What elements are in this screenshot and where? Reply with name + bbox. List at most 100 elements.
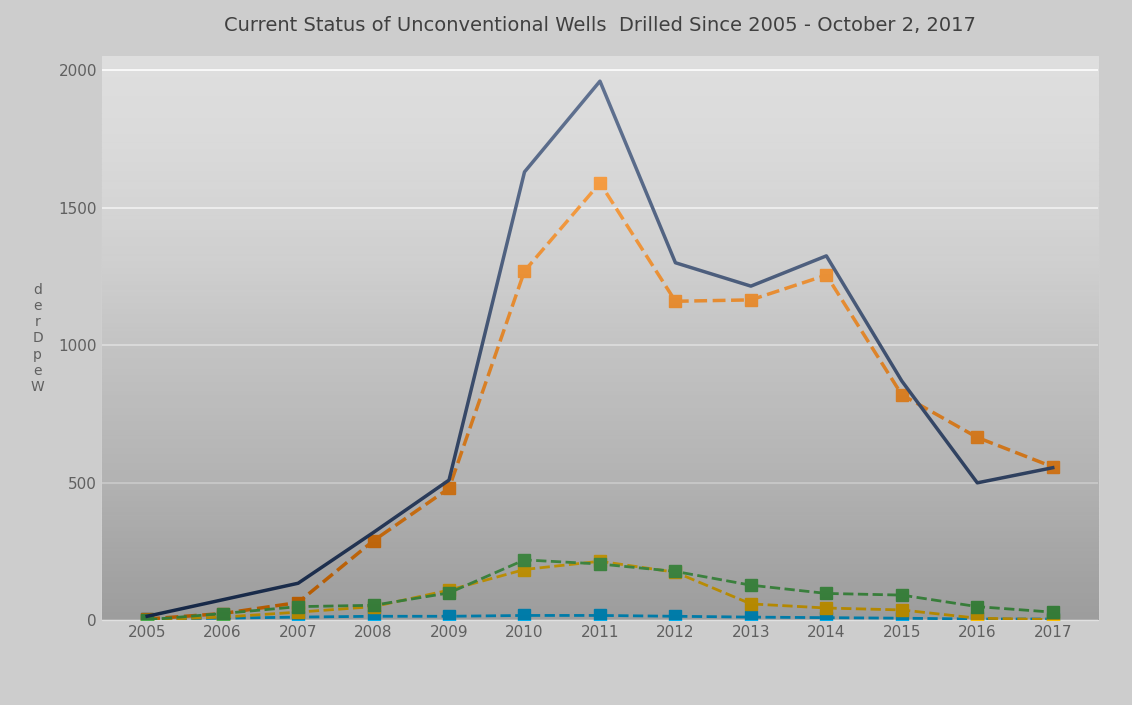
Bar: [102, 570, 1098, 575]
Bar: [102, 56, 1098, 62]
Abandoned: [744, 613, 757, 621]
Bar: [102, 429, 1098, 434]
Line: Abandoned: Abandoned: [140, 609, 1060, 625]
All Unconventional Wells: [1046, 463, 1060, 472]
Bar: [102, 361, 1098, 367]
Bar: [102, 502, 1098, 508]
Abandoned: [970, 615, 984, 623]
Bar: [102, 446, 1098, 451]
Bar: [102, 525, 1098, 530]
Bar: [102, 451, 1098, 457]
Plugged OG Well: [820, 603, 833, 612]
Regulatory Inactive Status: [593, 560, 607, 568]
Abandoned: [1046, 615, 1060, 623]
Abandoned: [140, 615, 154, 623]
Bar: [102, 378, 1098, 384]
Bar: [102, 603, 1098, 609]
Bar: [102, 547, 1098, 553]
Line: Active: Active: [140, 177, 1060, 625]
Active: [140, 615, 154, 623]
Line: All Unconventional Wells: All Unconventional Wells: [147, 81, 1053, 616]
Bar: [102, 265, 1098, 271]
Active: [291, 599, 305, 607]
Bar: [102, 62, 1098, 68]
Bar: [102, 367, 1098, 372]
Bar: [102, 462, 1098, 468]
Bar: [102, 130, 1098, 135]
Bar: [102, 259, 1098, 265]
Bar: [102, 243, 1098, 248]
Bar: [102, 395, 1098, 400]
Plugged OG Well: [517, 565, 531, 574]
Bar: [102, 496, 1098, 502]
Bar: [102, 519, 1098, 525]
Bar: [102, 412, 1098, 417]
Bar: [102, 479, 1098, 485]
Bar: [102, 327, 1098, 333]
Bar: [102, 192, 1098, 197]
Bar: [102, 615, 1098, 620]
Regulatory Inactive Status: [744, 581, 757, 589]
Bar: [102, 147, 1098, 152]
Bar: [102, 141, 1098, 147]
Bar: [102, 350, 1098, 355]
Bar: [102, 214, 1098, 220]
Bar: [102, 423, 1098, 429]
Regulatory Inactive Status: [895, 591, 909, 599]
Bar: [102, 553, 1098, 558]
Bar: [102, 333, 1098, 338]
Active: [970, 433, 984, 441]
All Unconventional Wells: [140, 612, 154, 620]
Bar: [102, 541, 1098, 547]
Bar: [102, 564, 1098, 570]
Bar: [102, 107, 1098, 113]
Bar: [102, 186, 1098, 192]
Bar: [102, 288, 1098, 293]
Bar: [102, 581, 1098, 587]
Regulatory Inactive Status: [443, 589, 456, 597]
Abandoned: [291, 613, 305, 621]
Bar: [102, 406, 1098, 412]
Bar: [102, 203, 1098, 209]
All Unconventional Wells: [291, 579, 305, 587]
Bar: [102, 282, 1098, 288]
Bar: [102, 575, 1098, 581]
Bar: [102, 231, 1098, 237]
Regulatory Inactive Status: [140, 615, 154, 624]
Bar: [102, 389, 1098, 395]
Regulatory Inactive Status: [367, 601, 380, 610]
Regulatory Inactive Status: [216, 609, 230, 618]
Plugged OG Well: [443, 586, 456, 594]
Bar: [102, 248, 1098, 254]
Plugged OG Well: [291, 608, 305, 616]
All Unconventional Wells: [895, 376, 909, 385]
Bar: [102, 73, 1098, 79]
Bar: [102, 530, 1098, 536]
Plugged OG Well: [216, 613, 230, 621]
Regulatory Inactive Status: [291, 602, 305, 611]
Active: [820, 271, 833, 279]
Bar: [102, 434, 1098, 440]
Bar: [102, 440, 1098, 446]
Abandoned: [443, 612, 456, 620]
Bar: [102, 536, 1098, 541]
Bar: [102, 164, 1098, 169]
Bar: [102, 180, 1098, 186]
Active: [744, 295, 757, 304]
Bar: [102, 135, 1098, 141]
Plugged OG Well: [744, 600, 757, 608]
Bar: [102, 96, 1098, 102]
Bar: [102, 384, 1098, 389]
Legend: Abandoned, Active, Plugged OG Well, Regulatory Inactive Status, All Unconvention: Abandoned, Active, Plugged OG Well, Regu…: [161, 701, 1039, 705]
Bar: [102, 609, 1098, 615]
Abandoned: [367, 612, 380, 620]
Bar: [102, 90, 1098, 96]
Bar: [102, 474, 1098, 479]
Plugged OG Well: [970, 614, 984, 623]
Bar: [102, 197, 1098, 203]
Bar: [102, 158, 1098, 164]
Plugged OG Well: [367, 602, 380, 611]
All Unconventional Wells: [443, 476, 456, 484]
All Unconventional Wells: [593, 77, 607, 85]
All Unconventional Wells: [744, 282, 757, 290]
